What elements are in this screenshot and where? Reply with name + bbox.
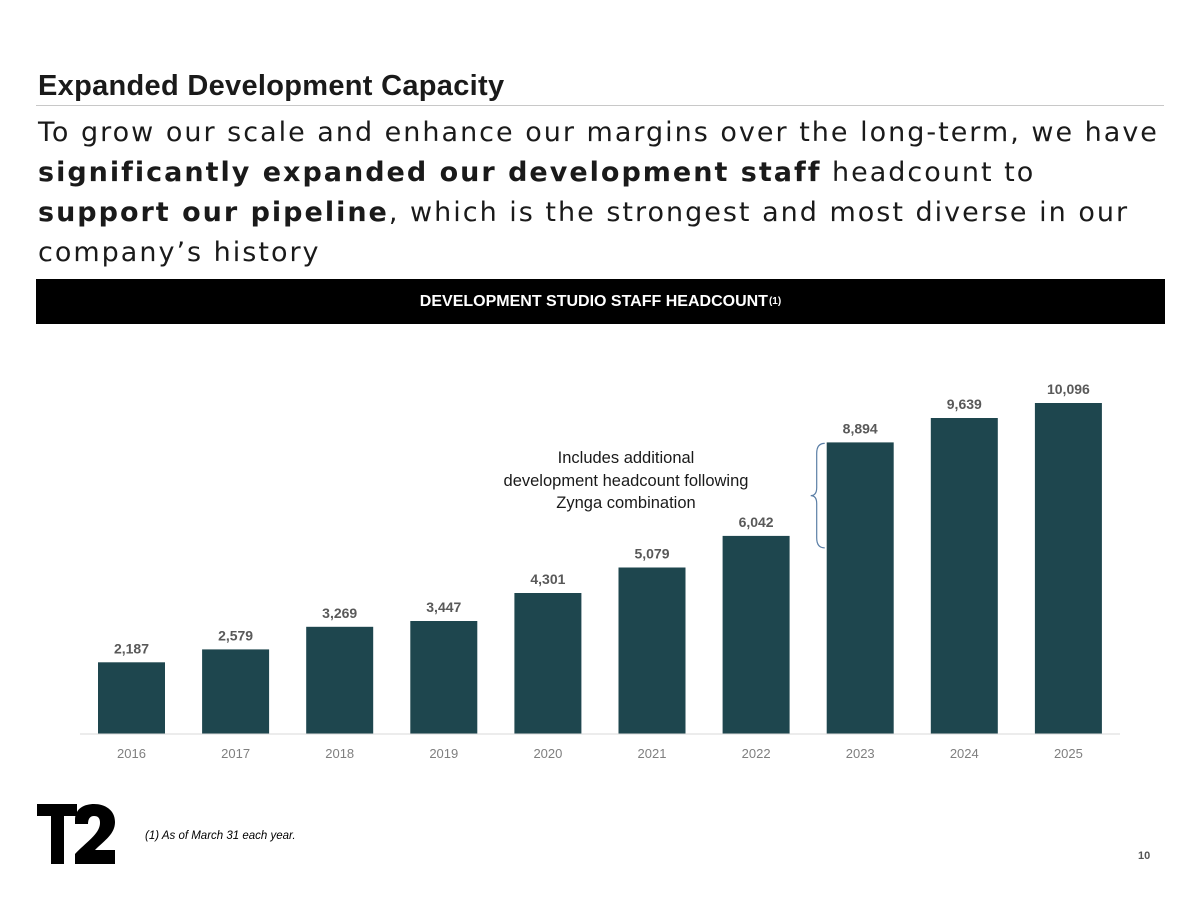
value-labels-layer: 2,187 2,579 3,269 3,447 4,301 5,079 6,042 8,894…	[114, 381, 1090, 656]
bar-2019	[410, 621, 478, 734]
page-number: 10	[1138, 850, 1151, 862]
chart-title-footnote-marker: (1)	[768, 296, 782, 307]
value-label-2016: 2,187	[114, 640, 149, 656]
value-label-2017: 2,579	[218, 627, 253, 643]
value-label-2024: 9,639	[947, 396, 982, 412]
x-tick-2021: 2021	[638, 746, 667, 761]
value-label-2018: 3,269	[322, 605, 357, 621]
x-tick-2018: 2018	[325, 746, 354, 761]
bar-2024	[930, 418, 998, 734]
x-tick-2023: 2023	[846, 746, 875, 761]
annotation-brace	[810, 442, 825, 549]
value-label-2020: 4,301	[530, 571, 565, 587]
x-tick-2019: 2019	[429, 746, 458, 761]
value-label-2019: 3,447	[426, 599, 461, 615]
x-tick-2016: 2016	[117, 746, 146, 761]
t2-logo-icon	[37, 804, 115, 864]
x-tick-2024: 2024	[950, 746, 979, 761]
subtitle-text-3: , which is the strongest and most divers…	[38, 197, 1130, 268]
annotation-line-2: development headcount following	[503, 471, 749, 490]
value-label-2025: 10,096	[1047, 381, 1090, 397]
annotation-line-3: Zynga combination	[556, 494, 696, 512]
chart-title: DEVELOPMENT STUDIO STAFF HEADCOUNT	[419, 292, 768, 310]
chart-annotation: Includes additional development headcoun…	[480, 447, 772, 515]
bar-2022	[722, 535, 790, 734]
bar-2021	[618, 567, 686, 734]
chart-title-banner: DEVELOPMENT STUDIO STAFF HEADCOUNT (1)	[36, 279, 1165, 324]
value-label-2023: 8,894	[843, 420, 878, 436]
value-label-2021: 5,079	[634, 546, 669, 562]
x-tick-2020: 2020	[533, 746, 562, 761]
x-axis: 2016 2017 2018 2019 2020 2021 2022 2023 2024 2025	[80, 733, 1120, 761]
page-title: Expanded Development Capacity	[38, 70, 505, 102]
bars-layer	[98, 403, 1102, 734]
x-tick-2025: 2025	[1054, 746, 1083, 761]
x-tick-2017: 2017	[221, 746, 250, 761]
value-label-2022: 6,042	[739, 514, 774, 530]
bar-2018	[306, 626, 374, 734]
t2-logo	[37, 804, 117, 869]
subtitle-bold-1: significantly expanded our development s…	[38, 157, 822, 188]
subtitle-bold-2: support our pipeline	[38, 197, 389, 228]
annotation-line-1: Includes additional	[557, 449, 695, 467]
subtitle-text-1: To grow our scale and enhance our margin…	[38, 117, 1159, 148]
bar-2025	[1034, 403, 1102, 734]
title-divider	[36, 105, 1164, 106]
headcount-bar-chart: 2,187 2,579 3,269 3,447 4,301 5,079 6,042 8,894…	[80, 381, 1120, 761]
bar-2020	[514, 593, 582, 734]
bar-2017	[202, 649, 270, 734]
subtitle: To grow our scale and enhance our margin…	[38, 113, 1178, 273]
bar-2016	[98, 662, 165, 734]
footnote: (1) As of March 31 each year.	[145, 830, 296, 842]
x-tick-2022: 2022	[742, 746, 771, 761]
subtitle-text-2: headcount to	[821, 157, 1036, 188]
bar-2023	[826, 442, 894, 734]
